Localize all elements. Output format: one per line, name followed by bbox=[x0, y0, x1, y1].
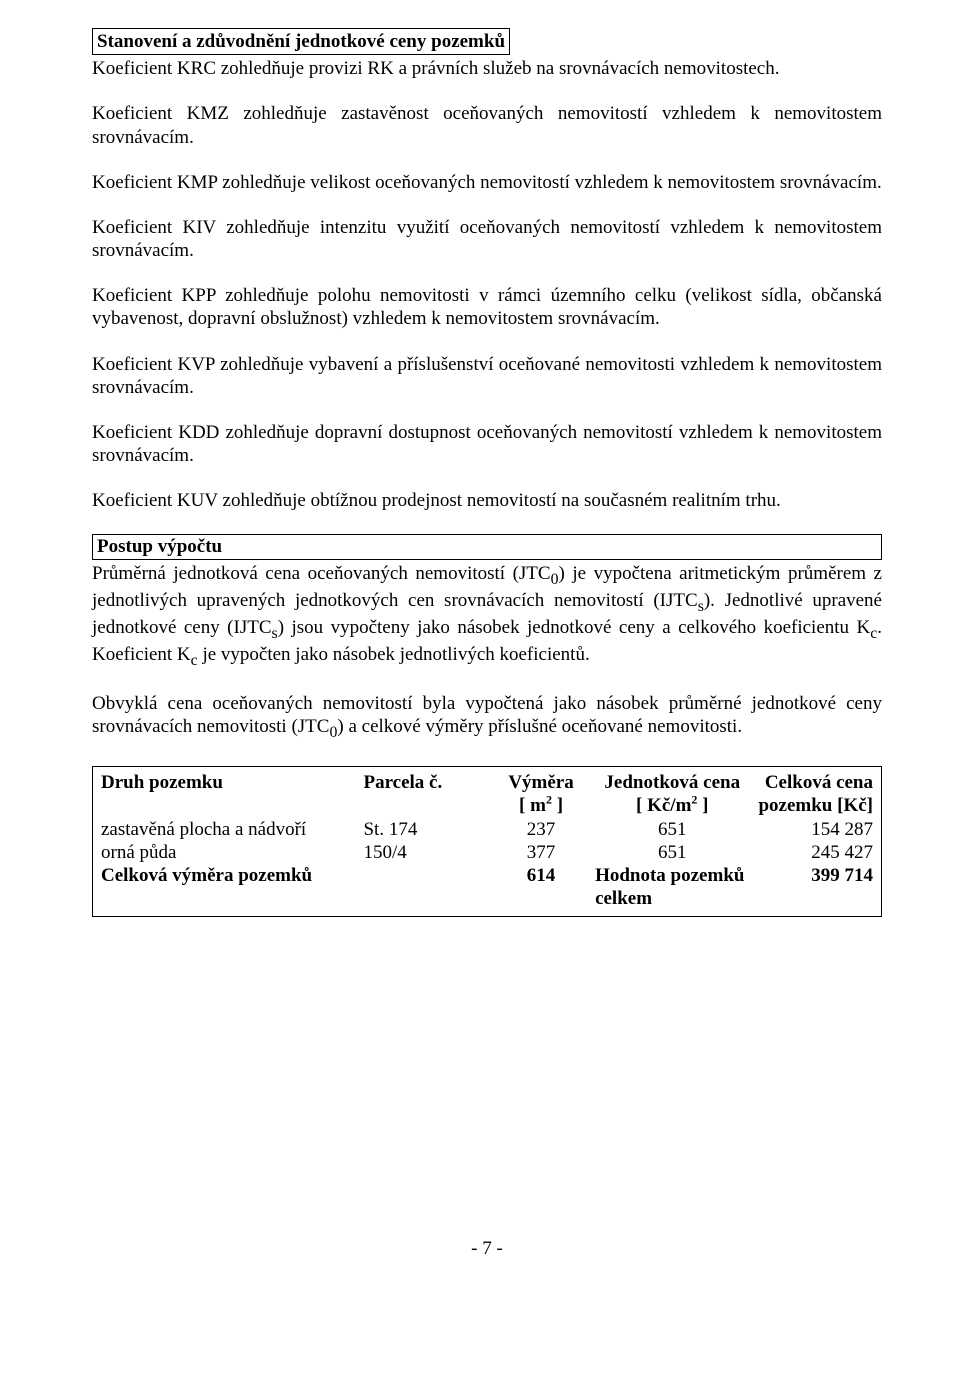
section-title-postup: Postup výpočtu bbox=[92, 534, 882, 559]
para-postup-1: Průměrná jednotková cena oceňovaných nem… bbox=[92, 562, 882, 670]
subscript: c bbox=[191, 652, 198, 669]
section-stanoveni: Stanovení a zdůvodnění jednotkové ceny p… bbox=[92, 28, 882, 80]
text: ) a celkové výměry příslušné oceňované n… bbox=[337, 716, 742, 737]
cell-vymera: 237 bbox=[487, 818, 595, 841]
table-footer-row: Celková výměra pozemků 614 Hodnota pozem… bbox=[101, 864, 873, 910]
th-vymera-unit: [ m2 ] bbox=[487, 794, 595, 817]
subscript: 0 bbox=[551, 570, 559, 587]
cell-hodnota-label: Hodnota pozemků celkem bbox=[595, 864, 749, 910]
cell-celkova: 245 427 bbox=[749, 841, 873, 864]
cell-jednotkova: 651 bbox=[595, 841, 749, 864]
cell-celk-vymera-label: Celková výměra pozemků bbox=[101, 864, 487, 910]
para-kpp: Koeficient KPP zohledňuje polohu nemovit… bbox=[92, 284, 882, 330]
cell-parcela: 150/4 bbox=[363, 841, 487, 864]
cell-druh: zastavěná plocha a nádvoří bbox=[101, 818, 363, 841]
cell-druh: orná půda bbox=[101, 841, 363, 864]
table-row: zastavěná plocha a nádvoří St. 174 237 6… bbox=[101, 818, 873, 841]
para-kiv: Koeficient KIV zohledňuje intenzitu využ… bbox=[92, 216, 882, 262]
text: Průměrná jednotková cena oceňovaných nem… bbox=[92, 563, 551, 584]
pozemky-table-inner: Druh pozemku Parcela č. Výměra Jednotkov… bbox=[101, 771, 873, 910]
text: je vypočten jako násobek jednotlivých ko… bbox=[198, 644, 590, 665]
table-header-row-1: Druh pozemku Parcela č. Výměra Jednotkov… bbox=[101, 771, 873, 794]
cell-vymera: 377 bbox=[487, 841, 595, 864]
para-kmp: Koeficient KMP zohledňuje velikost oceňo… bbox=[92, 171, 882, 194]
page-number: - 7 - bbox=[92, 1237, 882, 1260]
section-postup: Postup výpočtu Průměrná jednotková cena … bbox=[92, 534, 882, 742]
th-jedn-unit: [ Kč/m2 ] bbox=[595, 794, 749, 817]
text: ] bbox=[552, 795, 563, 816]
para-postup-2: Obvyklá cena oceňovaných nemovitostí byl… bbox=[92, 692, 882, 742]
th-jednotkova: Jednotková cena bbox=[595, 771, 749, 794]
document-page: Stanovení a zdůvodnění jednotkové ceny p… bbox=[0, 0, 960, 1280]
text: ] bbox=[697, 795, 708, 816]
cell-jednotkova: 651 bbox=[595, 818, 749, 841]
pozemky-table: Druh pozemku Parcela č. Výměra Jednotkov… bbox=[92, 766, 882, 917]
cell-parcela: St. 174 bbox=[363, 818, 487, 841]
th-parcela: Parcela č. bbox=[363, 771, 487, 794]
para-kvp: Koeficient KVP zohledňuje vybavení a pří… bbox=[92, 353, 882, 399]
table-row: orná půda 150/4 377 651 245 427 bbox=[101, 841, 873, 864]
text: ) jsou vypočteny jako násobek jednotkové… bbox=[278, 617, 871, 638]
cell-celkova: 154 287 bbox=[749, 818, 873, 841]
cell-hodnota-value: 399 714 bbox=[749, 864, 873, 910]
section-title-stanoveni: Stanovení a zdůvodnění jednotkové ceny p… bbox=[92, 28, 510, 55]
table-header-row-2: [ m2 ] [ Kč/m2 ] pozemku [Kč] bbox=[101, 794, 873, 817]
th-vymera: Výměra bbox=[487, 771, 595, 794]
th-celkova: Celková cena bbox=[749, 771, 873, 794]
th-druh: Druh pozemku bbox=[101, 771, 363, 794]
text: [ m bbox=[519, 795, 546, 816]
cell-celk-vymera-value: 614 bbox=[487, 864, 595, 910]
para-krc: Koeficient KRC zohledňuje provizi RK a p… bbox=[92, 57, 882, 80]
para-kmz: Koeficient KMZ zohledňuje zastavěnost oc… bbox=[92, 102, 882, 148]
para-kuv: Koeficient KUV zohledňuje obtížnou prode… bbox=[92, 489, 882, 512]
text: [ Kč/m bbox=[636, 795, 691, 816]
th-celk-unit: pozemku [Kč] bbox=[749, 794, 873, 817]
para-kdd: Koeficient KDD zohledňuje dopravní dostu… bbox=[92, 421, 882, 467]
